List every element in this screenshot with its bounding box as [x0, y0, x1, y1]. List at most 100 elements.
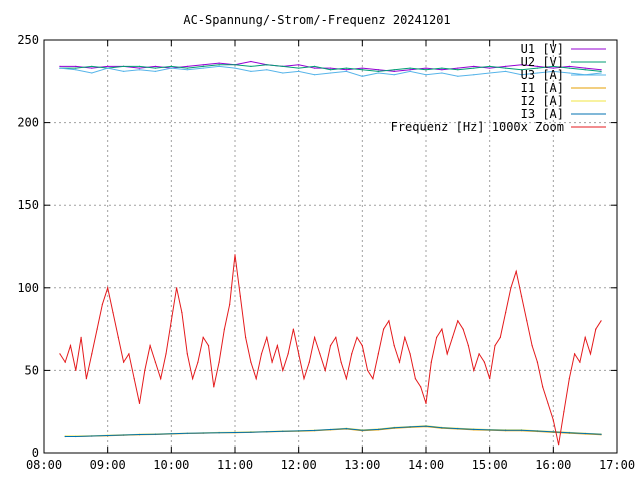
grid [44, 40, 617, 453]
series-7-point [351, 353, 353, 355]
series-7-point [489, 378, 491, 380]
series-6-point [64, 435, 66, 438]
legend-label: I2 [A] [521, 94, 564, 108]
series-7-point [436, 336, 438, 338]
series-7-point [213, 386, 215, 388]
series-3-point [377, 72, 379, 74]
series-1-point [377, 69, 379, 71]
y-tick-label: 250 [17, 33, 39, 47]
series-7-point [340, 361, 342, 363]
series-7-point [414, 378, 416, 380]
series-6-point [107, 434, 109, 437]
series-2-point [441, 67, 443, 69]
series-6-point [457, 428, 459, 430]
series-7-point [356, 336, 358, 338]
series-3-point [489, 72, 491, 74]
series-7-point [409, 353, 411, 355]
series-3-point [568, 72, 570, 74]
series-3-point [218, 65, 220, 67]
series-2-point [600, 70, 602, 72]
series-7-point [462, 328, 464, 330]
series-7-point [552, 419, 554, 421]
series-2-point [473, 67, 475, 69]
series-7-point [510, 287, 512, 289]
x-tick-label: 16:00 [535, 458, 571, 472]
series-7-point [584, 336, 586, 338]
series-7-point [404, 336, 406, 338]
series-7-point [239, 295, 241, 297]
series-7-point [494, 345, 496, 347]
series-3-point [361, 75, 363, 77]
series-1-point [154, 65, 156, 67]
x-tick-label: 08:00 [26, 458, 62, 472]
series-2-point [123, 65, 125, 67]
series-1-point [91, 67, 93, 69]
series-7-point [202, 336, 204, 338]
series-3-point [234, 67, 236, 69]
series-7-point [123, 361, 125, 363]
series-7-point [473, 369, 475, 371]
series-7-point [361, 345, 363, 347]
series-3-point [457, 75, 459, 77]
series-3-point [409, 70, 411, 72]
x-tick-label: 14:00 [408, 458, 444, 472]
series-2-point [314, 65, 316, 67]
series-2-point [505, 67, 507, 69]
series-7-point [186, 353, 188, 355]
series-7-point [568, 378, 570, 380]
series-7-point [377, 353, 379, 355]
series-7-point [260, 353, 263, 355]
series-7-point [234, 254, 236, 256]
legend-label: U3 [A] [521, 68, 564, 82]
series-7-point [181, 312, 183, 314]
series-7-point [457, 320, 459, 322]
series-1-point [75, 65, 77, 67]
series-3-point [520, 74, 523, 76]
series-7-point [298, 353, 300, 355]
series-2-point [170, 65, 172, 67]
series-7-point [85, 378, 87, 380]
series-7-point [335, 336, 337, 338]
series-6-point [266, 431, 268, 433]
series-6-point [138, 433, 141, 436]
series-6-point [393, 427, 395, 429]
series-7-point [160, 378, 162, 380]
series-7-point [229, 303, 231, 305]
series-7-point [430, 361, 432, 363]
series-1-point [202, 64, 204, 66]
series-2-point [75, 67, 77, 69]
series-3-point [154, 70, 156, 72]
series-7-point [91, 353, 93, 355]
series-7-point [467, 345, 469, 347]
series-2-point [202, 65, 204, 67]
series-6-point [75, 435, 77, 438]
series-6-point [425, 425, 427, 427]
series-line-7 [59, 254, 602, 445]
series-7-point [266, 336, 268, 338]
series-1-point [345, 69, 347, 71]
x-tick-label: 17:00 [599, 458, 635, 472]
x-tick-label: 13:00 [344, 458, 380, 472]
series-2-point [377, 70, 379, 72]
series-6-point [361, 429, 363, 431]
series-2-point [298, 67, 300, 69]
series-7-point [526, 320, 528, 322]
series-2-point [282, 65, 284, 67]
series-7-point [276, 345, 278, 347]
series-3-point [59, 67, 61, 69]
series-3-point [600, 72, 602, 74]
series-2-point [234, 64, 236, 66]
series-3-point [186, 69, 188, 71]
series-2-point [138, 65, 141, 67]
series-6-point [329, 428, 332, 431]
series-1-point [489, 67, 491, 69]
series-2-point [457, 69, 459, 71]
series-1-point [314, 67, 316, 69]
series-7-point [128, 353, 130, 355]
series-2-point [186, 67, 188, 69]
series-6-point [568, 432, 570, 434]
series-2-point [393, 69, 395, 71]
series-7-point [107, 287, 109, 289]
series-7-point [441, 328, 443, 330]
